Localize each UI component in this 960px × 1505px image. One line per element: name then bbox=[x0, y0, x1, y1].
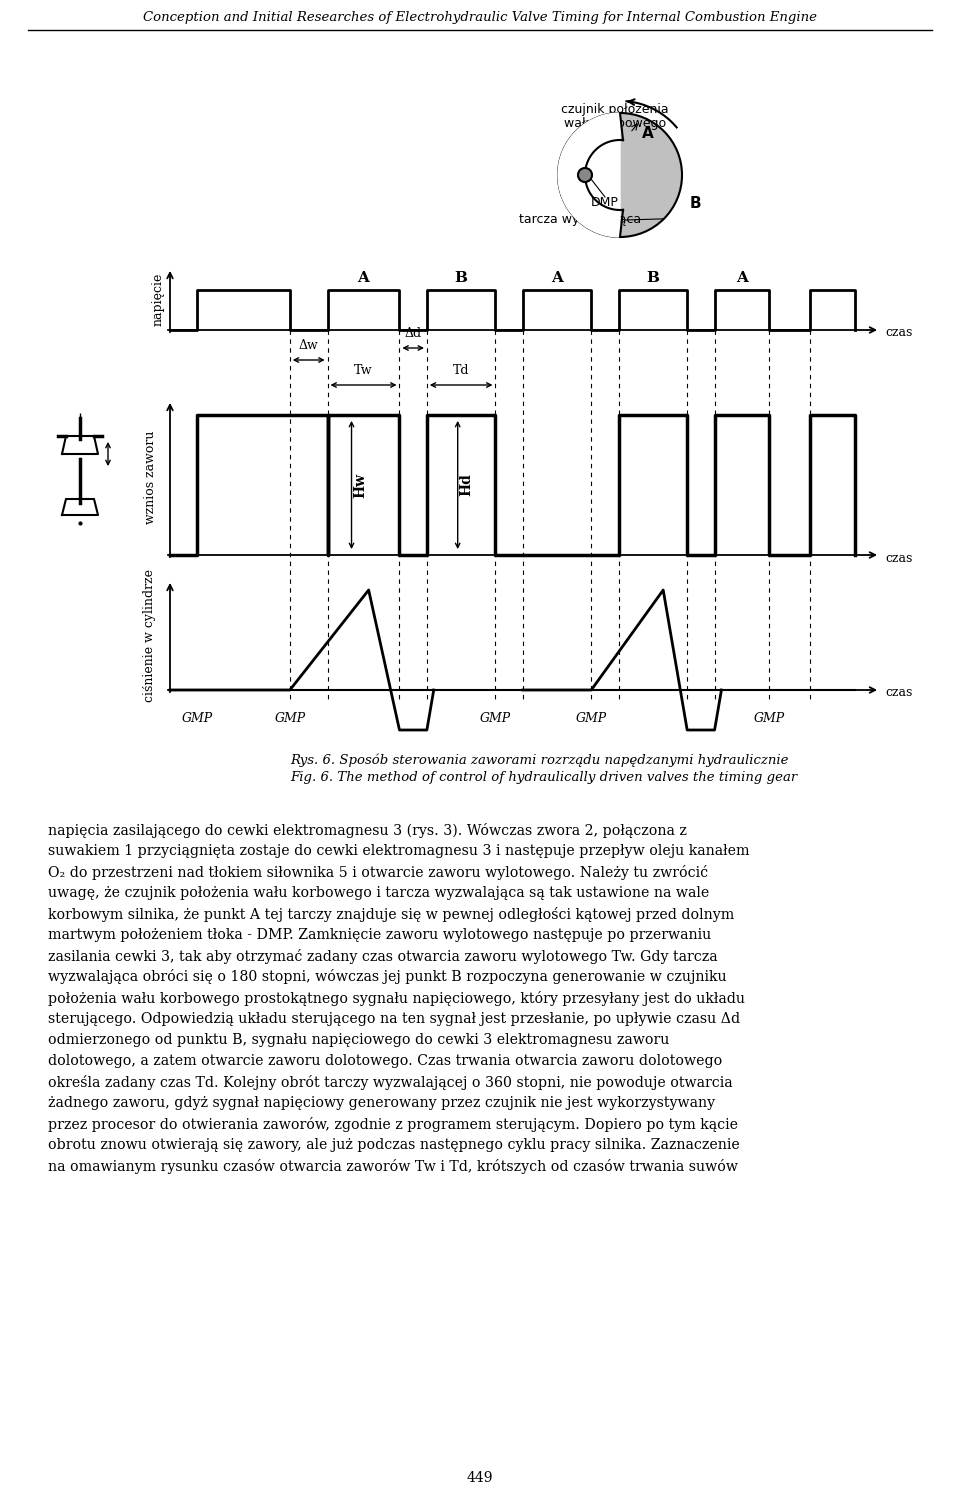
Text: martwym położeniem tłoka - DMP. Zamknięcie zaworu wylotowego następuje po przerw: martwym położeniem tłoka - DMP. Zamknięc… bbox=[48, 929, 711, 942]
Text: Fig. 6. The method of control of hydraulically driven valves the timing gear: Fig. 6. The method of control of hydraul… bbox=[290, 772, 797, 784]
Polygon shape bbox=[62, 436, 98, 455]
Text: dolotowego, a zatem otwarcie zaworu dolotowego. Czas trwania otwarcia zaworu dol: dolotowego, a zatem otwarcie zaworu dolo… bbox=[48, 1054, 722, 1069]
Text: GMP: GMP bbox=[275, 712, 305, 724]
Text: suwakiem 1 przyciągnięta zostaje do cewki elektromagnesu 3 i następuje przepływ : suwakiem 1 przyciągnięta zostaje do cewk… bbox=[48, 844, 750, 858]
Circle shape bbox=[558, 113, 682, 236]
Text: położenia wału korbowego prostokątnego sygnału napięciowego, który przesyłany je: położenia wału korbowego prostokątnego s… bbox=[48, 990, 745, 1005]
Text: Td: Td bbox=[453, 364, 469, 376]
Text: A: A bbox=[642, 125, 654, 140]
Text: Conception and Initial Researches of Electrohydraulic Valve Timing for Internal : Conception and Initial Researches of Ele… bbox=[143, 12, 817, 24]
Text: napięcie: napięcie bbox=[152, 272, 164, 325]
Text: ciśnienie w cylindrze: ciśnienie w cylindrze bbox=[143, 569, 156, 701]
Text: napięcia zasilającego do cewki elektromagnesu 3 (rys. 3). Wówczas zwora 2, połąc: napięcia zasilającego do cewki elektroma… bbox=[48, 823, 686, 837]
Text: B: B bbox=[455, 271, 468, 284]
Text: czas: czas bbox=[885, 327, 912, 340]
Text: A: A bbox=[736, 271, 748, 284]
Text: uwagę, że czujnik położenia wału korbowego i tarcza wyzwalająca są tak ustawione: uwagę, że czujnik położenia wału korbowe… bbox=[48, 886, 709, 900]
Text: Δd: Δd bbox=[404, 327, 421, 340]
Text: wału korbowego: wału korbowego bbox=[564, 117, 666, 131]
Text: przez procesor do otwierania zaworów, zgodnie z programem sterującym. Dopiero po: przez procesor do otwierania zaworów, zg… bbox=[48, 1117, 738, 1132]
Text: korbowym silnika, że punkt A tej tarczy znajduje się w pewnej odległości kątowej: korbowym silnika, że punkt A tej tarczy … bbox=[48, 906, 734, 921]
Text: O₂ do przestrzeni nad tłokiem siłownika 5 i otwarcie zaworu wylotowego. Należy t: O₂ do przestrzeni nad tłokiem siłownika … bbox=[48, 864, 708, 879]
Text: GMP: GMP bbox=[754, 712, 785, 724]
Text: zasilania cewki 3, tak aby otrzymać zadany czas otwarcia zaworu wylotowego Tw. G: zasilania cewki 3, tak aby otrzymać zada… bbox=[48, 948, 718, 963]
Text: GMP: GMP bbox=[181, 712, 213, 724]
Text: B: B bbox=[690, 196, 702, 211]
Text: A: A bbox=[551, 271, 563, 284]
Text: Δw: Δw bbox=[299, 339, 319, 352]
Text: czujnik położenia: czujnik położenia bbox=[562, 104, 669, 116]
Text: na omawianym rysunku czasów otwarcia zaworów Tw i Td, krótszych od czasów trwani: na omawianym rysunku czasów otwarcia zaw… bbox=[48, 1159, 738, 1174]
Text: A: A bbox=[357, 271, 369, 284]
Text: DMP: DMP bbox=[591, 197, 619, 209]
Text: B: B bbox=[646, 271, 660, 284]
Text: sterującego. Odpowiedzią układu sterującego na ten sygnał jest przesłanie, po up: sterującego. Odpowiedzią układu sterując… bbox=[48, 1011, 740, 1026]
Text: wznios zaworu: wznios zaworu bbox=[143, 430, 156, 524]
Text: tarcza wyzwalająca: tarcza wyzwalająca bbox=[519, 214, 641, 226]
Text: GMP: GMP bbox=[480, 712, 511, 724]
Text: Hd: Hd bbox=[460, 474, 473, 497]
Text: czas: czas bbox=[885, 686, 912, 700]
Text: Tw: Tw bbox=[354, 364, 372, 376]
Text: czas: czas bbox=[885, 551, 912, 564]
Text: wyzwalająca obróci się o 180 stopni, wówczas jej punkt B rozpoczyna generowanie : wyzwalająca obróci się o 180 stopni, wów… bbox=[48, 969, 727, 984]
Text: żadnego zaworu, gdyż sygnał napięciowy generowany przez czujnik nie jest wykorzy: żadnego zaworu, gdyż sygnał napięciowy g… bbox=[48, 1096, 715, 1111]
Circle shape bbox=[578, 169, 592, 182]
Text: Hw: Hw bbox=[353, 473, 368, 498]
Text: 449: 449 bbox=[467, 1470, 493, 1485]
Text: obrotu znowu otwierają się zawory, ale już podczas następnego cyklu pracy silnik: obrotu znowu otwierają się zawory, ale j… bbox=[48, 1138, 740, 1151]
Text: odmierzonego od punktu B, sygnału napięciowego do cewki 3 elektromagnesu zaworu: odmierzonego od punktu B, sygnału napięc… bbox=[48, 1032, 669, 1047]
Text: Rys. 6. Sposób sterowania zaworami rozrządu napędzanymi hydraulicznie: Rys. 6. Sposób sterowania zaworami rozrz… bbox=[290, 752, 788, 766]
Text: określa zadany czas Td. Kolejny obrót tarczy wyzwalającej o 360 stopni, nie powo: określa zadany czas Td. Kolejny obrót ta… bbox=[48, 1075, 732, 1090]
Text: GMP: GMP bbox=[576, 712, 607, 724]
Polygon shape bbox=[558, 113, 620, 236]
Polygon shape bbox=[62, 500, 98, 515]
